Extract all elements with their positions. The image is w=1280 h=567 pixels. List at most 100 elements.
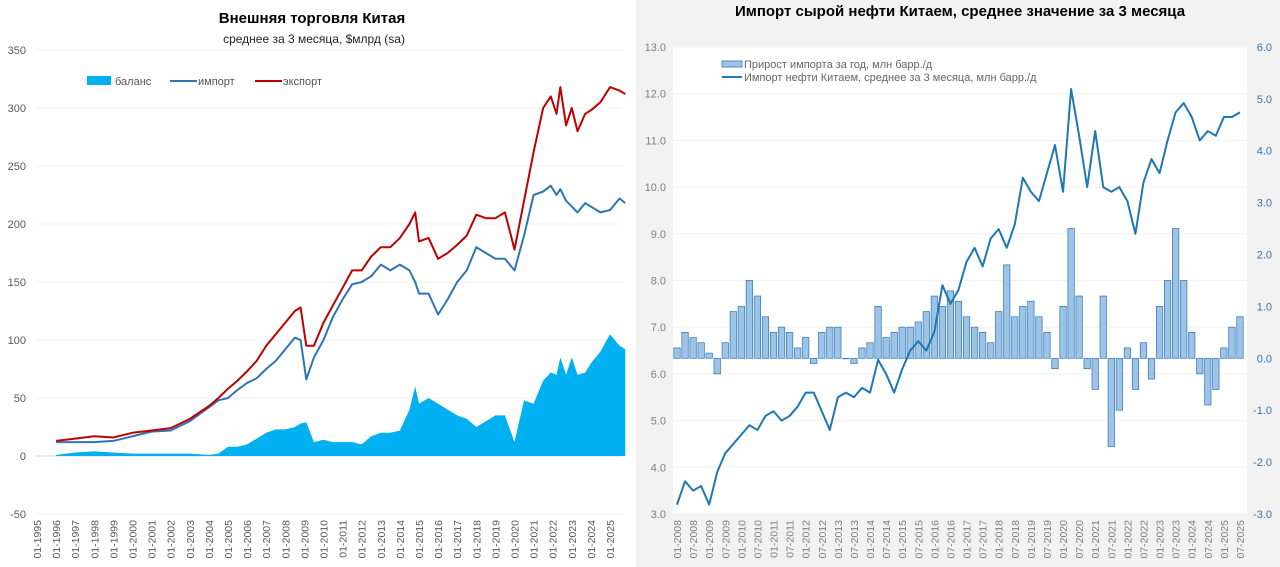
growth-bar [1123, 347, 1131, 359]
growth-bar [769, 332, 778, 359]
right-left-y-tick-label: 9.0 [651, 229, 666, 241]
right-x-tick-label: 07-2015 [913, 520, 925, 559]
export-line [55, 86, 626, 442]
left-x-tick-label: 01-2025 [605, 520, 617, 559]
growth-bar [737, 306, 745, 359]
right-x-tick-label: 01-2017 [962, 520, 974, 559]
growth-bar [850, 357, 858, 364]
right-left-y-tick-label: 4.0 [651, 462, 666, 474]
left-x-tick-label: 01-2017 [452, 520, 464, 559]
growth-bar [946, 290, 955, 359]
right-x-tick-label: 07-2013 [849, 520, 861, 559]
right-x-tick-label: 01-2014 [865, 520, 877, 559]
growth-bar [1051, 357, 1059, 370]
right-x-tick-label: 01-2019 [1026, 520, 1038, 559]
growth-bar [1043, 332, 1051, 359]
left-x-tick-label: 01-2022 [548, 520, 560, 559]
growth-bar [1164, 280, 1172, 359]
growth-bar [753, 295, 761, 359]
left-x-tick-label: 01-2003 [185, 520, 197, 559]
legend-label-import-line: Импорт нефти Китаем, среднее за 3 месяца… [744, 72, 1037, 84]
legend-label-export: экспорт [283, 76, 322, 88]
left-x-tick-label: 01-2009 [299, 520, 311, 559]
right-y2-tick-label: -3.0 [1253, 509, 1272, 521]
right-x-tick-label: 01-2013 [833, 520, 845, 559]
left-y-tick-label: 150 [8, 277, 26, 289]
growth-bar [1083, 357, 1091, 370]
growth-bar [777, 326, 786, 359]
left-x-tick-label: 01-2004 [204, 520, 216, 559]
growth-bar [1059, 306, 1067, 359]
growth-bar [1131, 357, 1139, 390]
right-left-y-tick-label: 12.0 [645, 89, 666, 101]
right-x-tick-label: 01-2020 [1058, 520, 1070, 559]
left-x-tick-label: 01-2005 [223, 520, 235, 559]
growth-bar [898, 326, 906, 359]
growth-bar [874, 306, 882, 359]
right-x-tick-label: 01-2011 [769, 520, 781, 558]
left-y-tick-label: 100 [8, 335, 26, 347]
right-y2-tick-label: 0.0 [1257, 353, 1272, 365]
left-y-tick-label: 250 [8, 161, 26, 173]
right-x-tick-label: 01-2025 [1219, 520, 1231, 559]
right-y2-tick-label: -2.0 [1253, 457, 1272, 469]
left-x-tick-label: 01-2013 [376, 520, 388, 559]
right-left-y-tick-label: 6.0 [651, 369, 666, 381]
left-x-tick-label: 01-2019 [490, 520, 502, 559]
growth-bar [1220, 347, 1228, 359]
growth-bar [954, 300, 963, 359]
growth-bar [1027, 300, 1035, 359]
growth-bar [995, 311, 1003, 359]
right-x-tick-label: 01-2010 [736, 520, 748, 559]
right-x-tick-label: 07-2025 [1235, 520, 1247, 559]
right-x-tick-label: 01-2021 [1090, 520, 1102, 559]
growth-bar [971, 326, 979, 359]
right-left-y-tick-label: 3.0 [651, 509, 666, 521]
growth-bar [705, 352, 713, 359]
right-x-tick-label: 01-2022 [1122, 520, 1134, 559]
left-x-tick-label: 01-1995 [32, 520, 44, 559]
left-x-tick-label: 01-1997 [70, 520, 82, 559]
right-left-y-tick-label: 8.0 [651, 276, 666, 288]
growth-bar [858, 347, 866, 359]
right-left-y-tick-label: 13.0 [645, 42, 666, 54]
left-x-tick-label: 01-1998 [89, 520, 101, 559]
growth-bar [834, 326, 842, 359]
growth-bar [1003, 264, 1011, 359]
left-x-tick-label: 01-2012 [357, 520, 369, 559]
right-y2-tick-label: 1.0 [1257, 301, 1272, 313]
left-y-tick-label: -50 [10, 509, 26, 521]
right-x-tick-label: 07-2021 [1106, 520, 1118, 559]
right-x-tick-label: 07-2023 [1171, 520, 1183, 559]
right-y2-tick-label: 4.0 [1257, 146, 1272, 158]
growth-bar [802, 337, 810, 359]
left-x-tick-label: 01-2006 [242, 520, 254, 559]
growth-bar [1075, 295, 1083, 359]
right-x-tick-label: 01-2018 [994, 520, 1006, 559]
import-line [56, 184, 626, 444]
right-x-tick-label: 07-2024 [1203, 520, 1215, 559]
right-left-y-tick-label: 5.0 [651, 416, 666, 428]
growth-bar [1155, 306, 1164, 359]
left-x-tick-label: 01-1999 [108, 520, 120, 559]
growth-bar [962, 316, 971, 359]
left-y-tick-label: 200 [8, 219, 26, 231]
growth-bar [826, 326, 834, 359]
growth-bar [1147, 357, 1156, 380]
left-chart-title: Внешняя торговля Китая [219, 10, 405, 27]
growth-bar [794, 347, 802, 359]
right-y2-tick-label: 6.0 [1257, 42, 1272, 54]
growth-bar [729, 311, 737, 359]
growth-bar [697, 342, 705, 359]
growth-bar [1236, 316, 1244, 359]
growth-bar [914, 321, 922, 359]
right-x-tick-label: 07-2008 [688, 520, 700, 559]
right-left-y-tick-label: 7.0 [651, 322, 666, 334]
growth-bar [745, 280, 753, 359]
growth-bar [938, 306, 946, 359]
growth-bar [713, 357, 721, 375]
growth-bar [842, 357, 850, 360]
growth-bar [1115, 357, 1123, 411]
right-y2-tick-label: 3.0 [1257, 198, 1272, 210]
left-x-tick-label: 01-2008 [280, 520, 292, 559]
